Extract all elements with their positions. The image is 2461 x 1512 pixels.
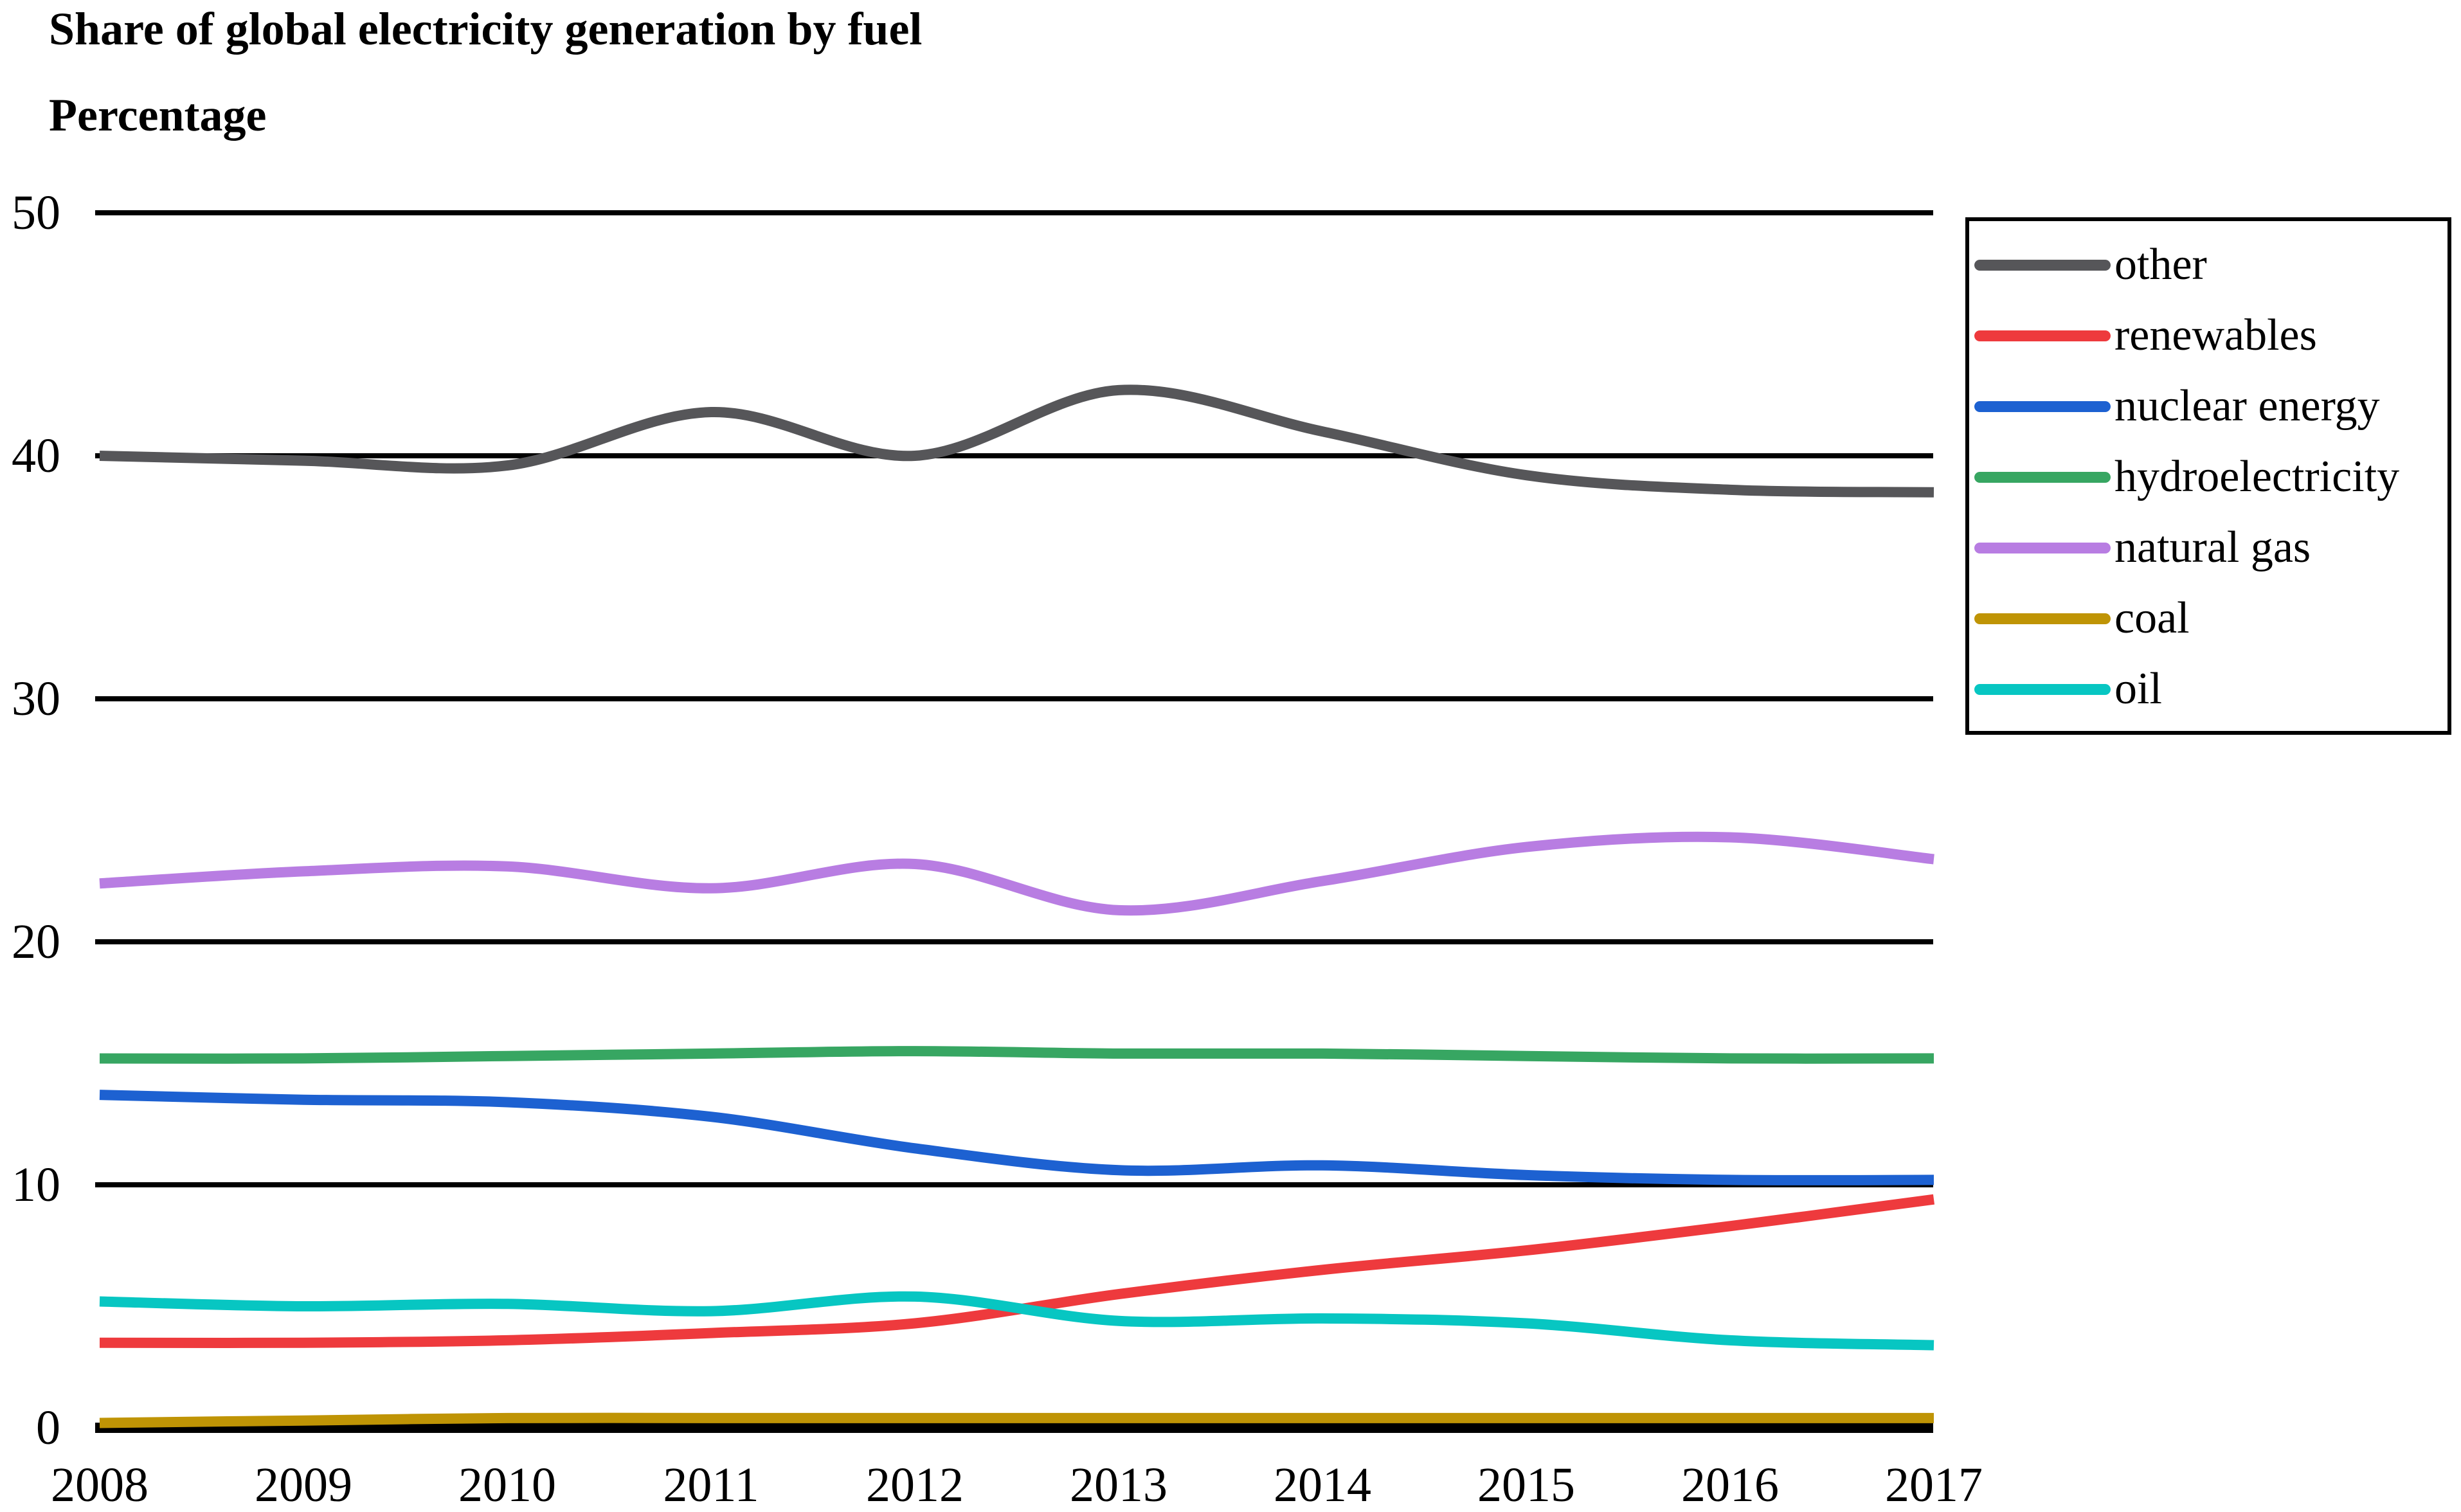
series-line-natural-gas — [99, 831, 1934, 916]
x-tick-label-2011: 2011 — [663, 1458, 759, 1512]
y-tick-label-20: 20 — [12, 915, 60, 969]
x-tick-label-2009: 2009 — [255, 1458, 352, 1512]
y-tick-label-10: 10 — [12, 1158, 60, 1212]
series-line-hydroelectricity — [99, 1046, 1934, 1064]
series-line-renewables — [99, 1194, 1935, 1348]
x-tick-label-2016: 2016 — [1681, 1458, 1779, 1512]
legend-item-coal: coal — [1974, 583, 2447, 654]
series-line-nuclear-energy — [99, 1090, 1934, 1185]
x-tick-label-2017: 2017 — [1885, 1458, 1983, 1512]
legend-label-oil: oil — [2114, 664, 2162, 714]
x-tick-label-2010: 2010 — [458, 1458, 556, 1512]
legend-item-natural-gas: natural gas — [1974, 512, 2447, 583]
legend-item-other: other — [1974, 230, 2447, 300]
y-tick-label-50: 50 — [12, 186, 60, 240]
y-axis-unit-label: Percentage — [49, 89, 267, 141]
chart-title: Share of global electricity generation b… — [49, 3, 923, 55]
legend-swatch-coal — [1974, 613, 2111, 624]
legend-label-coal: coal — [2114, 593, 2190, 643]
series-line-oil — [99, 1291, 1934, 1351]
legend-swatch-renewables — [1974, 330, 2111, 341]
x-tick-label-2008: 2008 — [51, 1458, 149, 1512]
legend-swatch-hydroelectricity — [1974, 471, 2111, 483]
y-tick-label-40: 40 — [12, 429, 60, 483]
series-line-coal — [99, 1412, 1934, 1428]
y-tick-label-30: 30 — [12, 672, 60, 726]
legend: other renewables nuclear energy hydroelectr… — [1965, 217, 2451, 735]
legend-swatch-natural-gas — [1974, 542, 2111, 554]
x-tick-label-2013: 2013 — [1070, 1458, 1167, 1512]
legend-swatch-nuclear-energy — [1974, 401, 2111, 412]
legend-item-renewables: renewables — [1974, 300, 2447, 371]
legend-label-renewables: renewables — [2114, 310, 2317, 360]
legend-item-nuclear-energy: nuclear energy — [1974, 371, 2447, 442]
legend-item-oil: oil — [1974, 654, 2447, 724]
legend-label-other: other — [2114, 240, 2207, 289]
series-line-other — [99, 384, 1934, 498]
legend-label-hydroelectricity: hydroelectricity — [2114, 452, 2400, 501]
legend-swatch-oil — [1974, 683, 2111, 695]
legend-swatch-other — [1974, 259, 2111, 271]
legend-item-hydroelectricity: hydroelectricity — [1974, 442, 2447, 512]
x-tick-label-2012: 2012 — [866, 1458, 964, 1512]
y-tick-label-0: 0 — [36, 1401, 60, 1455]
legend-label-nuclear-energy: nuclear energy — [2114, 381, 2380, 431]
x-tick-label-2014: 2014 — [1274, 1458, 1371, 1512]
x-tick-label-2015: 2015 — [1477, 1458, 1575, 1512]
legend-label-natural-gas: natural gas — [2114, 523, 2311, 572]
